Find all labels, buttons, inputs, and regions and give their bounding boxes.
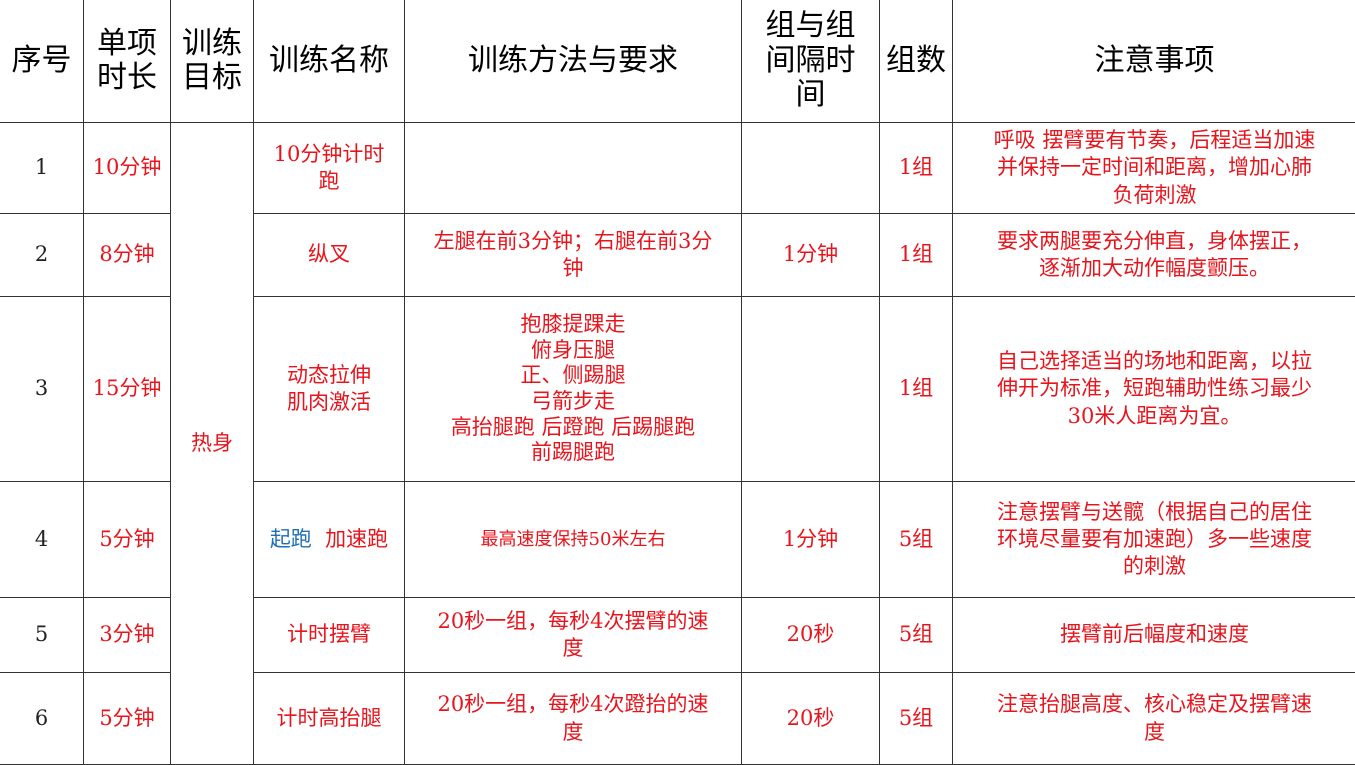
cell-method: 左腿在前3分钟；右腿在前3分 钟 xyxy=(405,214,742,297)
cell-sets: 1组 xyxy=(880,214,953,297)
cell-interval: 1分钟 xyxy=(742,482,880,598)
cell-notes: 要求两腿要充分伸直，身体摆正， 逐渐加大动作幅度颤压。 xyxy=(953,214,1355,297)
cell-duration: 8分钟 xyxy=(84,214,171,297)
cell-notes: 自己选择适当的场地和距离，以拉 伸开为标准，短跑辅助性练习最少 30米人距离为宜… xyxy=(953,297,1355,482)
header-name: 训练名称 xyxy=(254,0,405,123)
header-row: 序号 单项 时长 训练 目标 训练名称 训练方法与要求 组与组 间隔时 间 组数… xyxy=(0,0,1355,123)
cell-method xyxy=(405,123,742,214)
name-start-run: 起跑 xyxy=(270,527,312,551)
header-duration: 单项 时长 xyxy=(84,0,171,123)
header-sets: 组数 xyxy=(880,0,953,123)
cell-no: 1 xyxy=(0,123,84,214)
cell-interval: 20秒 xyxy=(742,673,880,765)
cell-name: 计时高抬腿 xyxy=(254,673,405,765)
header-no: 序号 xyxy=(0,0,84,123)
cell-notes: 呼吸 摆臂要有节奏，后程适当加速 并保持一定时间和距离，增加心肺 负荷刺激 xyxy=(953,123,1355,214)
name-accel-run: 加速跑 xyxy=(312,527,388,551)
cell-duration: 3分钟 xyxy=(84,598,171,673)
cell-sets: 1组 xyxy=(880,123,953,214)
cell-duration: 10分钟 xyxy=(84,123,171,214)
cell-method: 最高速度保持50米左右 xyxy=(405,482,742,598)
cell-sets: 5组 xyxy=(880,673,953,765)
cell-name: 计时摆臂 xyxy=(254,598,405,673)
cell-sets: 5组 xyxy=(880,482,953,598)
cell-sets: 5组 xyxy=(880,598,953,673)
cell-method: 20秒一组，每秒4次蹬抬的速 度 xyxy=(405,673,742,765)
header-notes: 注意事项 xyxy=(953,0,1355,123)
cell-method: 20秒一组，每秒4次摆臂的速 度 xyxy=(405,598,742,673)
cell-no: 5 xyxy=(0,598,84,673)
cell-no: 6 xyxy=(0,673,84,765)
cell-interval: 1分钟 xyxy=(742,214,880,297)
cell-name: 动态拉伸 肌肉激活 xyxy=(254,297,405,482)
cell-sets: 1组 xyxy=(880,297,953,482)
header-method: 训练方法与要求 xyxy=(405,0,742,123)
cell-interval xyxy=(742,123,880,214)
cell-duration: 5分钟 xyxy=(84,482,171,598)
cell-notes: 注意摆臂与送髋（根据自己的居住 环境尽量要有加速跑）多一些速度 的刺激 xyxy=(953,482,1355,598)
cell-no: 2 xyxy=(0,214,84,297)
cell-notes: 摆臂前后幅度和速度 xyxy=(953,598,1355,673)
header-interval: 组与组 间隔时 间 xyxy=(742,0,880,123)
cell-name: 10分钟计时 跑 xyxy=(254,123,405,214)
table-row: 1 10分钟 热身 10分钟计时 跑 1组 呼吸 摆臂要有节奏，后程适当加速 并… xyxy=(0,123,1355,214)
header-goal: 训练 目标 xyxy=(171,0,254,123)
cell-no: 4 xyxy=(0,482,84,598)
cell-duration: 5分钟 xyxy=(84,673,171,765)
cell-no: 3 xyxy=(0,297,84,482)
cell-goal: 热身 xyxy=(171,123,254,765)
cell-name: 纵叉 xyxy=(254,214,405,297)
cell-name: 起跑 加速跑 xyxy=(254,482,405,598)
cell-interval: 20秒 xyxy=(742,598,880,673)
cell-duration: 15分钟 xyxy=(84,297,171,482)
cell-method: 抱膝提踝走 俯身压腿 正、侧踢腿 弓箭步走 高抬腿跑 后蹬跑 后踢腿跑 前踢腿跑 xyxy=(405,297,742,482)
cell-notes: 注意抬腿高度、核心稳定及摆臂速 度 xyxy=(953,673,1355,765)
cell-interval xyxy=(742,297,880,482)
